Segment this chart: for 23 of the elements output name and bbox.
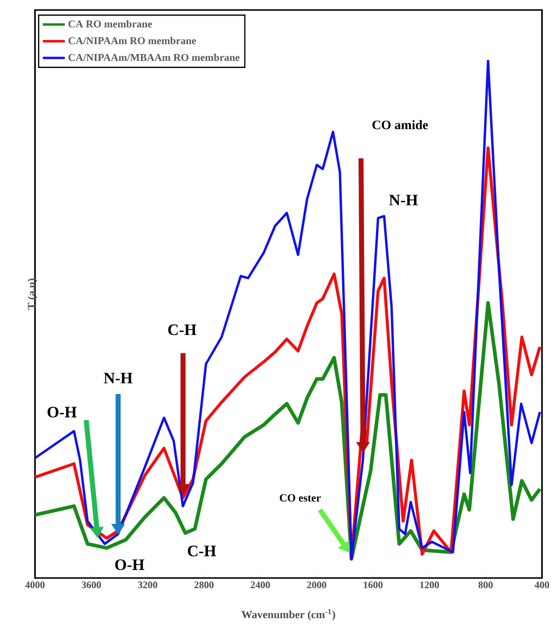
x-axis-title: Wavenumber (cm$^{-1}$) <box>242 609 336 620</box>
legend-label: CA/NIPAAm/MBAAm RO membrane <box>68 54 240 61</box>
x-tick-label: 3200 <box>138 582 158 588</box>
legend-label: CA/NIPAAm RO membrane <box>68 36 196 44</box>
y-axis-title: T (a.u) <box>28 278 38 310</box>
x-tick-label: 3600 <box>82 582 101 588</box>
annotation: C-H <box>168 324 196 336</box>
x-tick-label: 2400 <box>250 582 270 588</box>
x-tick-label: 2800 <box>194 582 214 588</box>
annotation: O-H <box>115 559 144 570</box>
x-tick-label: 1600 <box>364 582 383 588</box>
x-tick-label: 4000 <box>25 582 45 588</box>
x-tick-label: 1200 <box>420 582 439 588</box>
x-tick-label: 400 <box>534 582 550 588</box>
legend-label: CA RO membrane <box>68 20 152 28</box>
annotation: C-H <box>188 546 216 556</box>
annotation: CO ester <box>280 494 321 502</box>
annotation: N-H <box>104 372 132 384</box>
annotation: CO amide <box>372 120 428 130</box>
annotation: O-H <box>48 406 77 418</box>
x-tick-label: 2000 <box>307 582 326 588</box>
annotation: N-H <box>389 194 418 206</box>
x-tick-label: 800 <box>478 582 493 588</box>
